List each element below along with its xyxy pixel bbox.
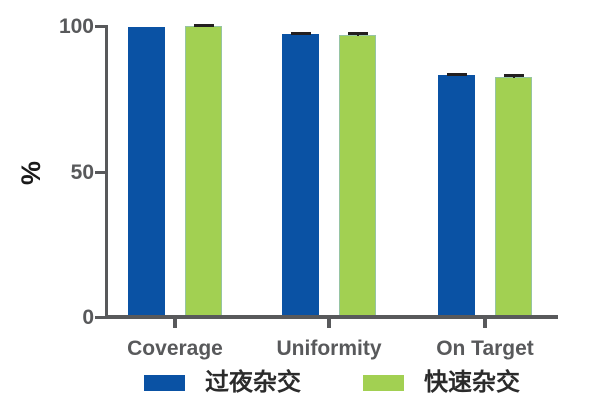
bar-on-target-series1	[495, 77, 532, 318]
bar-coverage-series0	[128, 26, 165, 318]
x-category-label-uniformity: Uniformity	[276, 337, 382, 360]
x-tick-mark-uniformity	[327, 319, 331, 328]
x-tick-mark-coverage	[173, 319, 177, 328]
x-tick-mark-on-target	[483, 319, 487, 328]
legend-swatch-rapid	[363, 375, 404, 391]
y-tick-mark-50	[95, 171, 106, 174]
legend-item-rapid: 快速杂交	[363, 370, 520, 396]
legend-swatch-overnight	[144, 375, 185, 391]
y-tick-mark-100	[95, 25, 106, 28]
y-axis-line	[105, 25, 108, 319]
bar-coverage-series1	[185, 26, 222, 318]
y-tick-label-0: 0	[82, 306, 94, 329]
legend-label-overnight: 过夜杂交	[205, 369, 301, 396]
legend-label-rapid: 快速杂交	[424, 369, 520, 396]
y-tick-label-100: 100	[58, 15, 94, 38]
bar-uniformity-series1	[339, 35, 376, 318]
error-bar-cap	[290, 31, 311, 35]
y-tick-label-50: 50	[70, 161, 94, 184]
bar-uniformity-series0	[282, 33, 319, 318]
x-axis-line	[105, 315, 558, 319]
x-category-label-coverage: Coverage	[127, 337, 223, 360]
bar-on-target-series0	[438, 75, 475, 318]
x-category-label-on-target: On Target	[436, 337, 534, 360]
legend: 过夜杂交 快速杂交	[144, 370, 520, 396]
error-bar-cap	[193, 23, 214, 27]
error-bar-cap	[503, 74, 524, 78]
error-bar-cap	[446, 72, 467, 76]
y-tick-mark-0	[95, 316, 106, 319]
legend-item-overnight: 过夜杂交	[144, 370, 301, 396]
error-bar-cap	[347, 32, 368, 36]
